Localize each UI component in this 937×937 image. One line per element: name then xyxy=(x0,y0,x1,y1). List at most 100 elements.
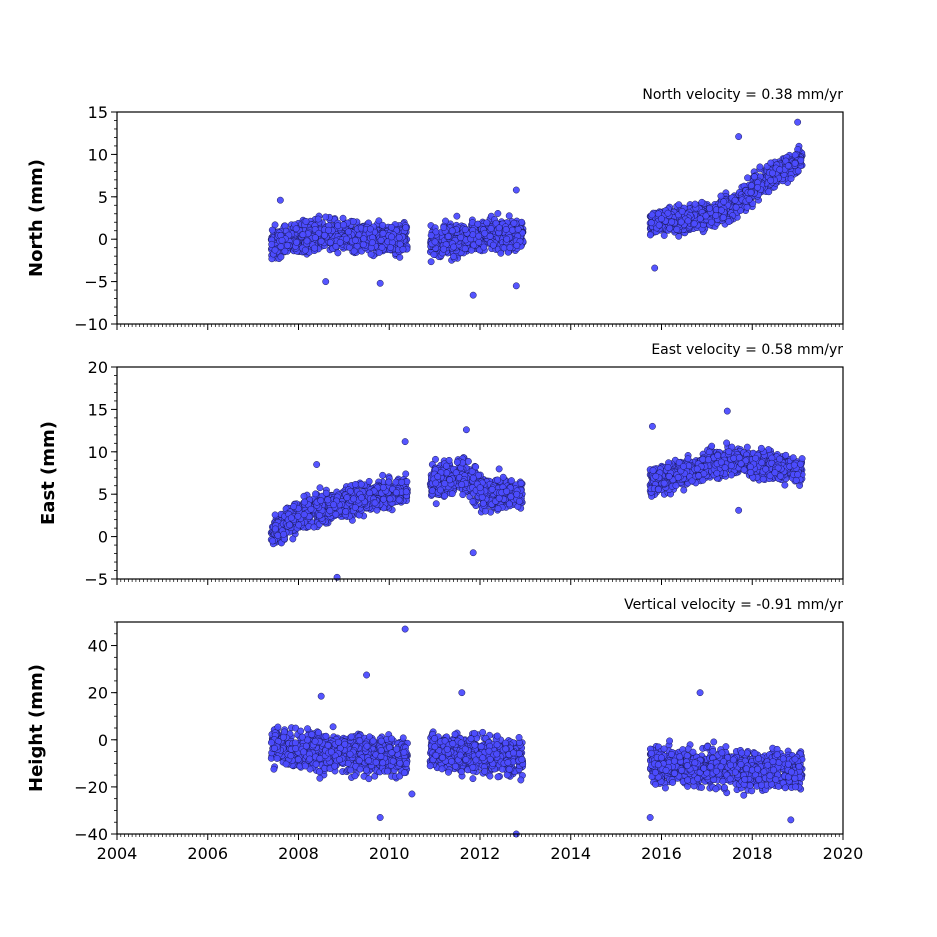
data-point xyxy=(316,484,324,492)
east-ylabel: East (mm) xyxy=(38,421,59,525)
data-point xyxy=(515,497,523,505)
data-point xyxy=(717,206,725,214)
data-point xyxy=(731,196,739,204)
data-point xyxy=(708,442,716,450)
data-point xyxy=(512,282,520,290)
data-point xyxy=(379,471,387,479)
data-point xyxy=(314,215,322,223)
data-point xyxy=(717,192,725,200)
data-point xyxy=(431,238,439,246)
data-point xyxy=(725,218,733,226)
data-point xyxy=(660,231,668,239)
data-point xyxy=(395,234,403,242)
data-point xyxy=(392,489,400,496)
data-point xyxy=(512,186,520,194)
data-point xyxy=(787,175,795,183)
data-point xyxy=(448,227,456,235)
data-point xyxy=(315,511,323,519)
data-point xyxy=(461,226,469,234)
data-point xyxy=(794,167,802,175)
data-point xyxy=(365,477,373,485)
data-point xyxy=(508,477,515,485)
data-point xyxy=(503,487,511,495)
data-point xyxy=(287,514,295,522)
data-point xyxy=(664,209,672,217)
data-point xyxy=(307,505,315,513)
data-point xyxy=(379,483,387,491)
north-velocity-title: North velocity = 0.38 mm/yr xyxy=(642,87,843,103)
data-point xyxy=(326,239,334,246)
data-point xyxy=(677,218,685,226)
data-point xyxy=(441,492,449,500)
data-point xyxy=(302,217,310,225)
data-point xyxy=(378,243,386,251)
data-point xyxy=(508,226,516,234)
data-point xyxy=(499,473,507,481)
data-point xyxy=(494,476,501,484)
y-tick-label: −5 xyxy=(84,273,108,292)
data-point xyxy=(651,264,659,272)
data-point xyxy=(518,218,526,226)
data-point xyxy=(340,221,347,229)
data-point xyxy=(735,133,743,141)
data-point xyxy=(469,498,477,506)
east-panel: East velocity = 0.58 mm/yr East (mm) −50… xyxy=(38,342,844,589)
data-point xyxy=(756,163,764,171)
data-point xyxy=(706,204,713,212)
data-point xyxy=(276,196,284,204)
data-point xyxy=(436,486,444,494)
y-tick-label: −10 xyxy=(74,315,108,334)
data-point xyxy=(427,258,435,266)
north-panel: North velocity = 0.38 mm/yr North (mm) −… xyxy=(26,87,844,334)
north-points xyxy=(267,118,806,299)
data-point xyxy=(332,510,340,518)
data-point xyxy=(350,247,358,255)
data-point xyxy=(469,474,477,482)
data-point xyxy=(457,234,465,241)
data-point xyxy=(292,225,300,233)
data-point xyxy=(678,207,686,215)
data-point xyxy=(469,231,477,239)
data-point xyxy=(324,496,332,504)
data-point xyxy=(268,240,276,248)
data-point xyxy=(343,235,350,243)
data-point xyxy=(776,166,784,174)
data-point xyxy=(480,243,488,251)
data-point xyxy=(360,235,368,243)
data-point xyxy=(375,217,383,225)
data-point xyxy=(648,211,656,219)
data-point xyxy=(290,503,298,510)
data-point xyxy=(277,253,285,261)
data-point xyxy=(399,245,407,253)
data-point xyxy=(646,231,654,239)
data-point xyxy=(743,443,751,451)
data-point xyxy=(440,224,448,231)
data-point xyxy=(469,291,477,299)
data-point xyxy=(295,521,303,529)
data-point xyxy=(359,241,367,249)
data-point xyxy=(450,243,458,251)
data-point xyxy=(385,478,393,486)
data-point xyxy=(334,249,342,257)
data-point xyxy=(732,203,740,211)
data-point xyxy=(301,246,309,254)
data-point xyxy=(434,473,442,481)
data-point xyxy=(474,220,482,228)
data-point xyxy=(479,499,487,507)
data-point xyxy=(325,226,332,234)
data-point xyxy=(377,236,385,244)
data-point xyxy=(675,201,683,209)
data-point xyxy=(794,118,802,126)
data-point xyxy=(458,481,466,488)
data-point xyxy=(342,508,350,516)
data-point xyxy=(269,537,277,545)
y-tick-label: 5 xyxy=(98,188,108,207)
data-point xyxy=(723,439,731,447)
data-point xyxy=(751,173,758,181)
data-point xyxy=(286,521,294,529)
data-point xyxy=(339,214,347,222)
data-point xyxy=(294,512,302,520)
data-point xyxy=(450,253,458,261)
y-tick-label: 15 xyxy=(88,103,108,122)
data-point xyxy=(402,488,410,496)
